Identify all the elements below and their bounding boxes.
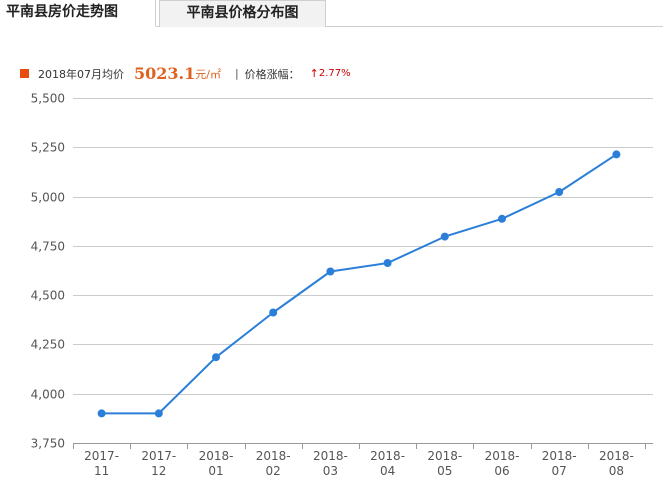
data-point [440, 232, 449, 241]
y-tick-label: 4,000 [31, 388, 65, 402]
data-point [612, 150, 621, 159]
y-tick-label: 4,500 [31, 289, 65, 303]
x-tick-label: 2018-03 [313, 449, 348, 478]
x-tick-label: 2017-12 [141, 449, 176, 478]
tab-price-trend[interactable]: 平南县房价走势图 [0, 0, 156, 27]
tab-price-distribution[interactable]: 平南县价格分布图 [159, 0, 326, 27]
y-tick-label: 3,750 [31, 437, 65, 451]
up-arrow-icon: ↑ [309, 67, 319, 80]
period-label: 2018年07月均价 [38, 67, 124, 81]
x-tick-label: 2018-04 [370, 449, 405, 478]
x-tick-label: 2018-02 [256, 449, 291, 478]
x-tick-label: 2018-01 [199, 449, 234, 478]
data-point [383, 259, 392, 267]
data-point [212, 353, 220, 362]
data-point [498, 214, 506, 223]
change-value: 2.77% [318, 68, 351, 79]
y-tick-label: 5,500 [31, 92, 65, 106]
legend-marker [20, 69, 29, 78]
x-tick-label: 2018-07 [542, 449, 577, 478]
average-price: 5023.1 [134, 64, 196, 83]
x-tick-label: 2018-05 [427, 449, 462, 478]
x-tick-label: 2017-11 [84, 449, 119, 478]
price-unit: 元/㎡ [195, 67, 221, 81]
y-tick-label: 5,000 [31, 191, 65, 205]
data-point [555, 188, 564, 196]
y-tick-label: 4,250 [31, 338, 65, 352]
x-tick-label: 2018-08 [599, 449, 634, 478]
data-point [326, 267, 335, 276]
data-point [269, 308, 278, 317]
y-tick-label: 4,750 [31, 240, 65, 254]
data-point [154, 409, 163, 418]
y-tick-label: 5,250 [31, 141, 65, 155]
x-tick-label: 2018-06 [485, 449, 520, 478]
price-summary: 2018年07月均价 5023.1元/㎡ | 价格涨幅： ↑2.77% [20, 64, 351, 84]
tab-bar: 平南县房价走势图 平南县价格分布图 [0, 0, 663, 27]
summary-separator: | [234, 67, 239, 80]
change-label: 价格涨幅： [244, 67, 300, 81]
data-point [97, 409, 106, 418]
series-line [101, 153, 617, 415]
